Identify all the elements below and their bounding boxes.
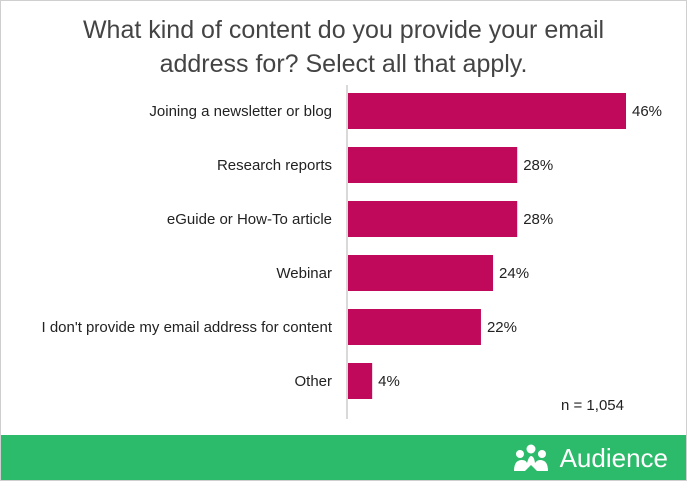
bar [348,255,494,291]
category-label: eGuide or How-To article [167,211,332,228]
brand-name: Audience [559,442,668,473]
category-label: Webinar [276,265,332,282]
bar [348,201,518,237]
sample-size-note: n = 1,054 [561,397,624,414]
bar-chart: Joining a newsletter or blog 46% Research … [41,85,662,419]
category-label: Research reports [217,157,332,174]
bar-value-label: 28% [523,211,553,228]
bar-value-label: 22% [487,319,517,336]
bar-value-label: 4% [378,373,400,390]
category-label: Joining a newsletter or blog [149,103,332,120]
bar-value-label: 24% [499,265,529,282]
bar-value-label: 28% [523,157,553,174]
brand-logo: Audience [510,441,668,475]
footer-band: Audience [1,435,686,480]
bar [348,363,373,399]
bar [348,309,481,345]
crowd-bubble-icon [513,444,548,471]
category-label: I don't provide my email address for con… [41,319,332,336]
bar [348,147,518,183]
category-label: Other [294,373,332,390]
bar-value-label: 46% [632,103,662,120]
bar [348,93,626,129]
chart-title: What kind of content do you provide your… [82,16,605,78]
